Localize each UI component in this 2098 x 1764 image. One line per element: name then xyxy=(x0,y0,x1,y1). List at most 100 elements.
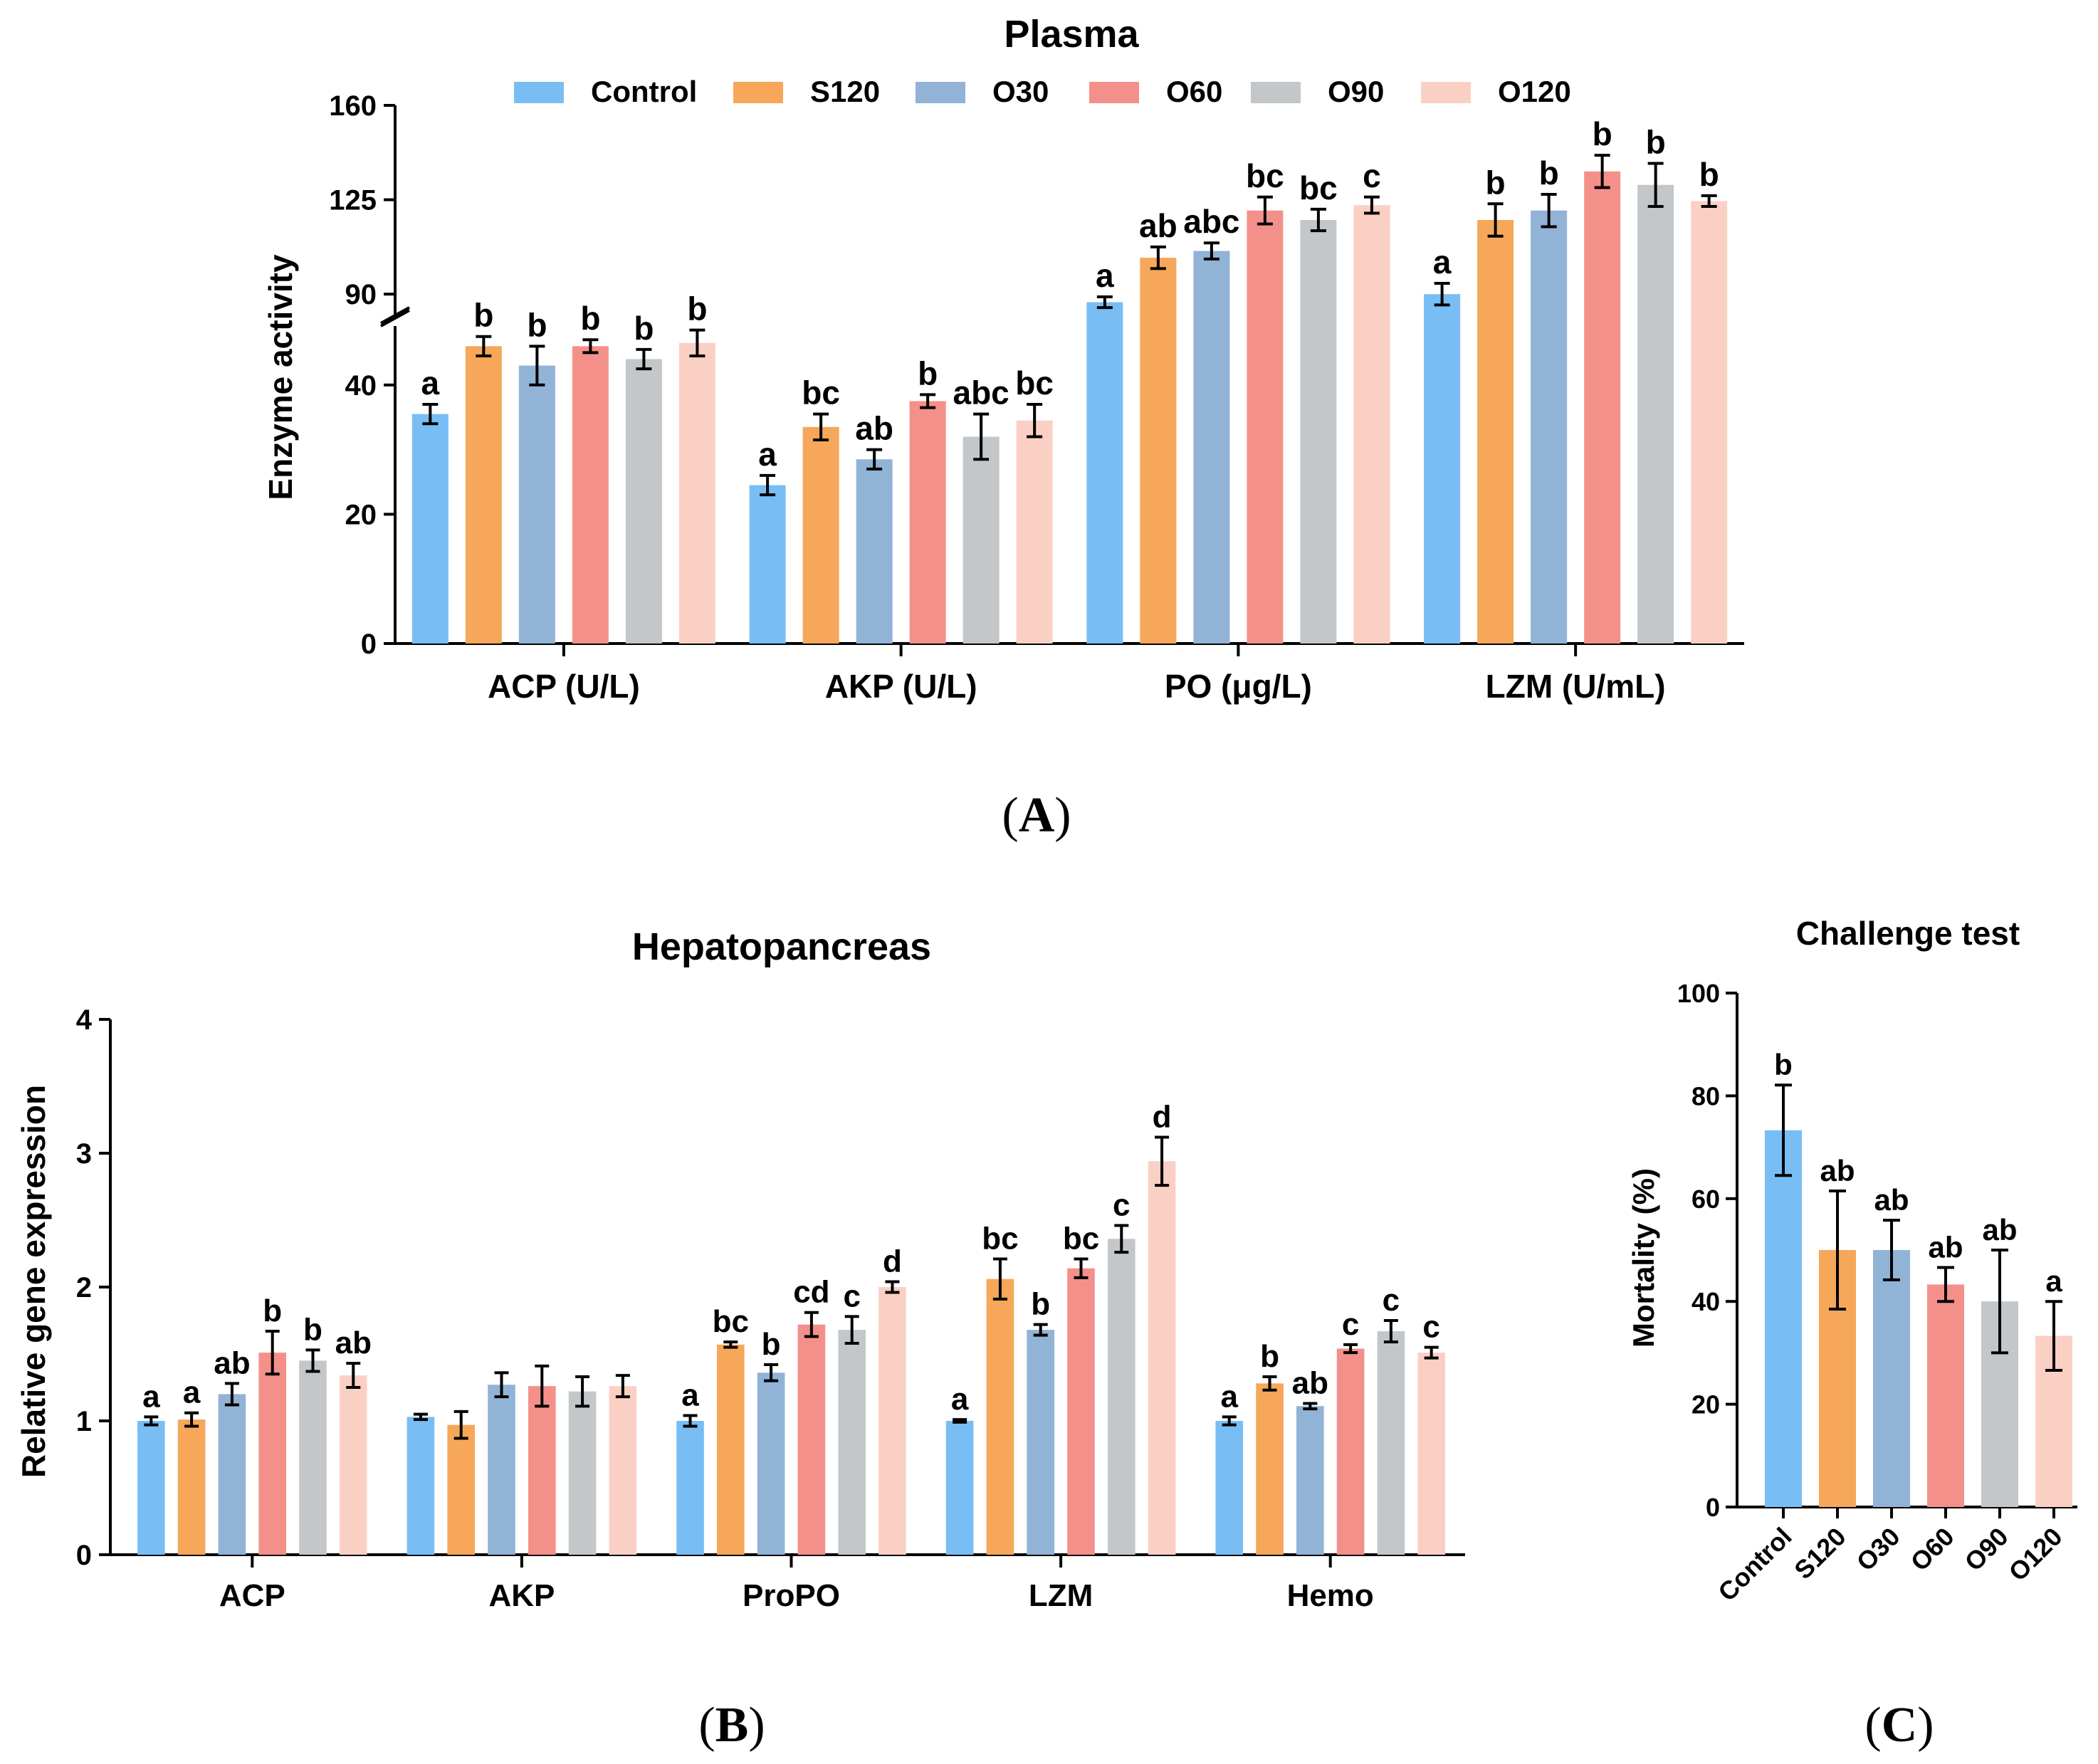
error-bar-o90-hemo xyxy=(1383,1319,1398,1344)
legend-label-o60: O60 xyxy=(1166,75,1222,108)
legend-label-o30: O30 xyxy=(992,75,1049,108)
bar-o30-propo xyxy=(757,1372,785,1555)
sig-letter-s120-propo: bc xyxy=(713,1304,749,1339)
sig-letter-o30-lzm-u-ml: b xyxy=(1539,154,1559,191)
error-bar-s120-po-g-l xyxy=(1150,245,1166,271)
bar-o60-lzm xyxy=(1067,1268,1095,1555)
plot-c: 020406080100bControlabS120abO30abO60abO9… xyxy=(1677,979,2077,1607)
error-bar-o30-akp xyxy=(494,1371,509,1399)
sig-letter-o90-acp-u-l: b xyxy=(634,310,654,347)
error-bar-o90-akp xyxy=(575,1375,590,1408)
bar-control-propo xyxy=(676,1421,704,1555)
legend-label-s120: S120 xyxy=(810,75,880,108)
bar-o120-po-g-l xyxy=(1353,205,1390,644)
error-bar-s120-acp xyxy=(184,1411,199,1428)
y-tick-label-20: 20 xyxy=(345,499,377,530)
error-bar-o30-hemo xyxy=(1303,1402,1318,1411)
bar-s120-hemo xyxy=(1256,1383,1284,1555)
bar-o60-akp-u-l xyxy=(909,401,946,644)
bar-o120-acp-u-l xyxy=(678,342,715,644)
bar-control-lzm-u-ml xyxy=(1424,294,1461,644)
panel-b-y-label: Relative gene expression xyxy=(15,1085,52,1478)
error-bar-o60 xyxy=(1937,1266,1954,1303)
error-bar-o120-hemo xyxy=(1424,1345,1439,1360)
bar-s120-propo xyxy=(717,1344,745,1555)
bar-o90-akp-u-l xyxy=(963,436,1000,644)
sig-letter-control-acp-u-l: a xyxy=(421,364,440,401)
sig-letter-o30-po-g-l: abc xyxy=(1183,203,1239,240)
y-tick-label-20: 20 xyxy=(1691,1390,1720,1419)
legend-swatch-o60 xyxy=(1089,82,1139,103)
x-tick-label-o120: O120 xyxy=(2003,1522,2067,1587)
legend-swatch-o120 xyxy=(1421,82,1471,103)
bar-o90-lzm-u-ml xyxy=(1637,184,1674,644)
y-tick-label-0: 0 xyxy=(361,629,377,660)
error-bar-s120-acp-u-l xyxy=(476,335,492,357)
error-bar-o120-lzm xyxy=(1155,1135,1170,1187)
error-bar-o120-propo xyxy=(885,1280,900,1294)
legend-swatch-control xyxy=(514,82,564,103)
x-tick-label-propo: ProPO xyxy=(743,1578,840,1613)
error-bar-s120 xyxy=(1829,1189,1846,1311)
error-bar-o90-acp xyxy=(305,1348,320,1373)
bar-control-akp xyxy=(407,1417,435,1555)
sig-letter-o120-po-g-l: c xyxy=(1363,157,1381,194)
sig-letter-o60-lzm-u-ml: b xyxy=(1593,115,1612,152)
error-bar-o30-lzm-u-ml xyxy=(1541,193,1557,229)
bar-o30-akp xyxy=(488,1385,515,1555)
bar-o60-lzm-u-ml xyxy=(1584,171,1621,644)
y-tick-label-1: 1 xyxy=(76,1406,92,1437)
bar-s120-lzm xyxy=(986,1279,1014,1555)
sig-letter-control-lzm-u-ml: a xyxy=(1433,243,1452,280)
panel-a-caption: (A) xyxy=(1002,788,1071,843)
bar-o30-akp-u-l xyxy=(856,459,893,644)
legend-swatch-o90 xyxy=(1251,82,1301,103)
error-bar-o120-akp-u-l xyxy=(1027,403,1043,439)
bar-control-akp-u-l xyxy=(749,485,786,644)
y-tick-label-80: 80 xyxy=(1691,1081,1720,1111)
x-tick-label-akp-u-l: AKP (U/L) xyxy=(825,668,977,705)
error-bar-o90-po-g-l xyxy=(1310,207,1326,233)
error-bar-control-po-g-l xyxy=(1096,295,1113,310)
error-bar-o120-acp xyxy=(346,1362,361,1389)
sig-letter-control-po-g-l: a xyxy=(1096,257,1114,294)
error-bar-o60-po-g-l xyxy=(1257,195,1273,226)
error-bar-o30-lzm xyxy=(1033,1323,1048,1337)
panel-a-plasma: Plasma Control S120 O30 O60 O90 O120 0 20 40 90 1… xyxy=(262,13,1744,843)
y-tick-label-3: 3 xyxy=(76,1138,92,1170)
error-bar-s120-lzm-u-ml xyxy=(1487,202,1504,238)
error-bar-o60-hemo xyxy=(1343,1343,1358,1355)
sig-letter-o90-propo: c xyxy=(843,1279,860,1313)
sig-letter-control-acp: a xyxy=(142,1379,160,1414)
sig-letter-o120-propo: d xyxy=(883,1244,902,1279)
bar-o120-akp xyxy=(609,1386,637,1555)
panel-c-challenge-test: Challenge test 0 20 40 60 80 100 b Control ab S12… xyxy=(1627,915,2077,1753)
bar-control-lzm xyxy=(945,1421,974,1555)
sig-letter-o30-hemo: ab xyxy=(1292,1366,1328,1401)
bar-o90-hemo xyxy=(1377,1331,1405,1555)
bar-s120-lzm-u-ml xyxy=(1477,220,1514,644)
sig-letter-o90-lzm-u-ml: b xyxy=(1646,123,1666,160)
sig-letter-control-hemo: a xyxy=(1220,1379,1238,1414)
sig-letter-o90-po-g-l: bc xyxy=(1299,169,1338,206)
sig-letter-s120-lzm: bc xyxy=(982,1222,1018,1256)
sig-letter-control-akp-u-l: a xyxy=(758,436,777,473)
sig-letter-control: b xyxy=(1774,1048,1793,1081)
sig-letter-o30-propo: b xyxy=(762,1327,781,1362)
bar-o120-acp xyxy=(339,1375,367,1555)
bar-s120-po-g-l xyxy=(1140,258,1177,644)
x-tick-label-acp: ACP xyxy=(219,1578,285,1613)
bar-o60-hemo xyxy=(1336,1348,1365,1555)
bar-o90-acp-u-l xyxy=(625,359,662,644)
y-tick-label-0: 0 xyxy=(1706,1493,1720,1522)
error-bar-control-akp-u-l xyxy=(760,473,776,497)
bar-o60-acp-u-l xyxy=(572,346,609,644)
sig-letter-control-lzm: a xyxy=(951,1382,969,1417)
sig-letter-s120-lzm-u-ml: b xyxy=(1486,164,1506,201)
sig-letter-control-propo: a xyxy=(681,1377,699,1412)
bar-control xyxy=(1765,1130,1802,1507)
bar-control-po-g-l xyxy=(1086,302,1123,644)
panel-a-title: Plasma xyxy=(1004,13,1139,56)
y-tick-label-2: 2 xyxy=(76,1272,92,1303)
